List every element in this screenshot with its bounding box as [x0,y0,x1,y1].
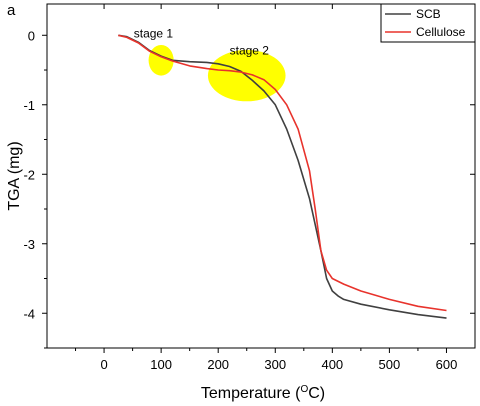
x-tick-label: 500 [379,357,401,372]
legend-label: SCB [416,7,441,21]
y-tick-label: -2 [23,167,35,182]
stage-label: stage 1 [134,26,174,40]
x-axis-title-main: Temperature ( [201,385,301,402]
series-line-cellulose [118,34,447,312]
x-axis-title: Temperature (OC) [201,384,325,402]
y-tick-label: -3 [23,237,35,252]
legend: SCB Cellulose [380,3,476,43]
ticks-layer: 0 100 200 300 400 500 600 0 -1 -2 -3 -4 [23,4,475,372]
x-tick-label: 600 [436,357,458,372]
x-tick-label: 300 [264,357,286,372]
series-layer [118,34,447,319]
x-tick-label: 400 [321,357,343,372]
y-tick-label: -1 [23,98,35,113]
x-axis-title-superscript: O [300,384,308,395]
x-tick-label: 200 [207,357,229,372]
legend-label: Cellulose [416,25,466,39]
y-tick-label: -4 [23,306,35,321]
x-axis-title-unit: C) [308,385,325,402]
y-axis-title: TGA (mg) [6,141,23,210]
y-tick-label: 0 [28,28,35,43]
plot-frame [46,3,476,349]
legend-box [380,3,476,43]
stage-label: stage 2 [230,44,270,58]
x-tick-label: 0 [100,357,107,372]
panel-label: a [7,2,16,19]
x-tick-label: 100 [150,357,172,372]
